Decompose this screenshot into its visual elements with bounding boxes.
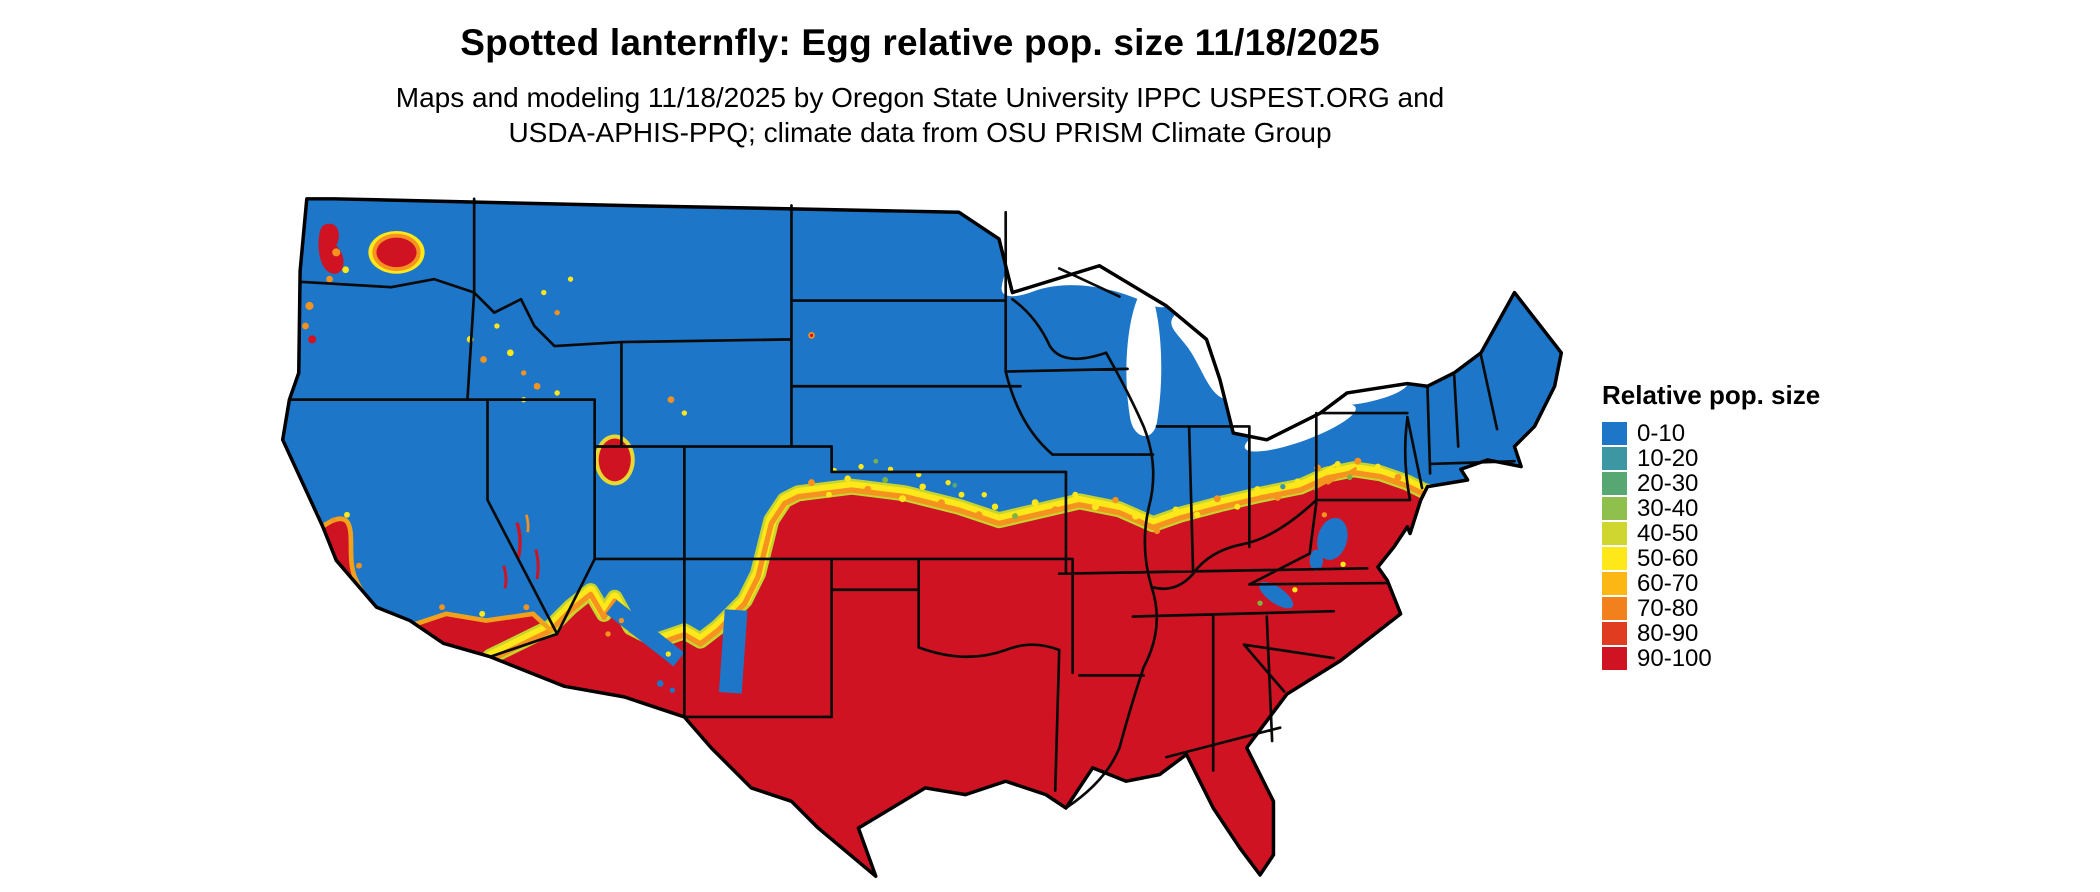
page-subtitle: Maps and modeling 11/18/2025 by Oregon S…: [270, 80, 1570, 150]
legend-label: 20-30: [1637, 469, 1699, 497]
legend-label: 30-40: [1637, 494, 1699, 522]
legend-swatch: [1602, 447, 1627, 470]
legend-title: Relative pop. size: [1602, 380, 1821, 410]
lake-michigan: [1126, 285, 1162, 437]
legend-row: 70-80: [1602, 594, 1820, 622]
us-map-svg: [280, 197, 1564, 879]
legend-swatch: [1602, 622, 1627, 645]
legend-label: 10-20: [1637, 444, 1699, 472]
subtitle-line-1: Maps and modeling 11/18/2025 by Oregon S…: [395, 82, 1445, 113]
legend-row: 50-60: [1602, 544, 1820, 572]
legend-label: 70-80: [1637, 594, 1699, 622]
map-legend: Relative pop. size 0-10 10-20 20-30 30-4…: [1602, 380, 1821, 672]
band-speckles: [330, 457, 1402, 877]
legend-row: 10-20: [1602, 444, 1820, 472]
legend-row: 40-50: [1602, 519, 1820, 547]
map-fill-layers: [282, 198, 1562, 877]
legend-row: 60-70: [1602, 569, 1820, 597]
legend-swatch: [1602, 472, 1627, 495]
legend-row: 0-10: [1602, 419, 1820, 447]
state-borders: [288, 197, 1516, 810]
page-title: Spotted lanternfly: Egg relative pop. si…: [460, 22, 1380, 63]
legend-label: 40-50: [1637, 519, 1699, 547]
legend-swatch: [1602, 597, 1627, 620]
legend-swatch: [1602, 422, 1627, 445]
legend-label: 80-90: [1637, 619, 1699, 647]
us-outline: [280, 197, 1564, 879]
legend-row: 80-90: [1602, 619, 1820, 647]
legend-swatch: [1602, 547, 1627, 570]
lake-erie: [1244, 404, 1356, 452]
legend-row: 30-40: [1602, 494, 1820, 522]
legend-label: 90-100: [1637, 644, 1712, 672]
legend-label: 60-70: [1637, 569, 1699, 597]
legend-swatch: [1602, 572, 1627, 595]
legend-row: 20-30: [1602, 469, 1820, 497]
legend-swatch: [1602, 647, 1627, 670]
legend-swatch: [1602, 497, 1627, 520]
legend-label: 0-10: [1637, 419, 1686, 447]
legend-row: 90-100: [1602, 644, 1820, 672]
us-choropleth-map: [270, 164, 1570, 887]
highland-low-patches: [605, 517, 1348, 694]
legend-label: 50-60: [1637, 544, 1699, 572]
legend-swatch: [1602, 522, 1627, 545]
western-patches: [292, 223, 815, 589]
subtitle-line-2: USDA-APHIS-PPQ; climate data from OSU PR…: [508, 117, 1332, 148]
